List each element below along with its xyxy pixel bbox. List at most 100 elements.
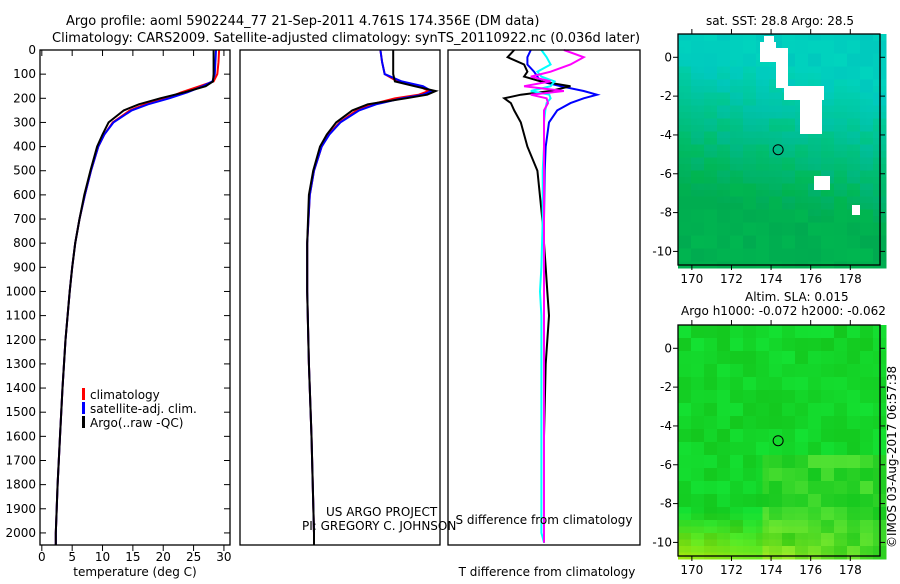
cloud-mask <box>776 48 788 88</box>
map-cell <box>749 164 757 171</box>
map-cell <box>762 422 770 430</box>
map-cell <box>717 66 724 74</box>
map-cell <box>704 370 711 378</box>
map-cell <box>782 500 789 508</box>
map-cell <box>866 112 874 119</box>
map-cell <box>814 79 822 87</box>
map-cell <box>684 34 692 41</box>
map-cell <box>879 105 887 113</box>
map-cell <box>788 344 796 352</box>
map-cell <box>730 325 737 332</box>
map-cell <box>736 125 744 132</box>
map-cell <box>723 66 731 74</box>
map-cell <box>756 86 763 93</box>
map-cell <box>795 235 802 243</box>
map-cell <box>834 235 841 243</box>
map-cell <box>879 164 887 171</box>
map-cell <box>697 157 705 165</box>
map-cell <box>684 242 692 249</box>
map-cell <box>847 383 854 391</box>
map-cell <box>710 203 718 210</box>
map-cell <box>795 487 802 495</box>
map-cell <box>873 99 880 106</box>
map-cell <box>717 357 724 365</box>
map-cell <box>879 34 887 41</box>
y-tick-label: 1300 <box>5 357 36 371</box>
map-cell <box>684 513 692 521</box>
map-cell <box>743 112 750 119</box>
map-cell <box>710 34 718 41</box>
map-cell <box>691 86 698 93</box>
map-cell <box>795 209 802 217</box>
map-cell <box>808 494 815 501</box>
map-cell <box>749 396 757 404</box>
map-cell <box>762 403 770 410</box>
map-cell <box>801 435 809 443</box>
map-cell <box>691 60 698 67</box>
map-cell <box>853 481 861 488</box>
map-cell <box>697 396 705 404</box>
map-cell <box>827 60 835 67</box>
map-cell <box>860 396 867 404</box>
map-cell <box>795 53 802 61</box>
map-cell <box>873 448 880 456</box>
map-cell <box>697 99 705 106</box>
map-cell <box>795 229 802 236</box>
map-cell <box>749 526 757 534</box>
map-cell <box>749 255 757 262</box>
map-cell <box>821 331 828 339</box>
map-cell <box>814 507 822 514</box>
map-cell <box>788 429 796 436</box>
map-cell <box>853 170 861 178</box>
map-cell <box>775 409 783 417</box>
map-cell <box>814 170 822 178</box>
map-cell <box>736 494 744 501</box>
map-cell <box>736 468 744 475</box>
map-cell <box>808 47 815 54</box>
map-cell <box>743 494 750 501</box>
map-cell <box>717 222 724 230</box>
map-cell <box>723 118 731 126</box>
map-cell <box>723 131 731 139</box>
map-cell <box>834 396 841 404</box>
map-cell <box>795 331 802 339</box>
map-cell <box>762 138 770 145</box>
map-cell <box>788 144 796 152</box>
map-cell <box>840 183 848 191</box>
map-cell <box>704 138 711 145</box>
map-cell <box>697 112 705 119</box>
map-cell <box>795 164 802 171</box>
map-cell <box>743 539 750 547</box>
map-cell <box>827 325 835 332</box>
map-cell <box>743 209 750 217</box>
map-cell <box>678 403 685 410</box>
map-cell <box>704 34 711 41</box>
map-cell <box>821 248 828 256</box>
map-cell <box>853 448 861 456</box>
map-cell <box>736 533 744 540</box>
map-cell <box>756 500 763 508</box>
map-cell <box>827 144 835 152</box>
map-cell <box>847 331 854 339</box>
map-cell <box>730 481 737 488</box>
map-cell <box>691 138 698 145</box>
map-cell <box>697 409 705 417</box>
map-cell <box>814 539 822 547</box>
map-cell <box>736 177 744 184</box>
map-cell <box>762 177 770 184</box>
map-cell <box>782 448 789 456</box>
map-cell <box>697 177 705 184</box>
map-cell <box>853 118 861 126</box>
map-cell <box>769 325 776 332</box>
map-cell <box>873 526 880 534</box>
map-cell <box>866 47 874 54</box>
map-cell <box>879 429 887 436</box>
map-cell <box>775 390 783 397</box>
map-cell <box>808 229 815 236</box>
map-cell <box>717 429 724 436</box>
map-cell <box>775 216 783 223</box>
map-cell <box>788 66 796 74</box>
map-cell <box>866 255 874 262</box>
map-cell <box>808 190 815 197</box>
map-cell <box>710 546 718 553</box>
